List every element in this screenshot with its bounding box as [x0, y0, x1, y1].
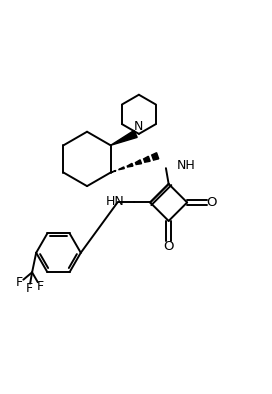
Polygon shape — [127, 164, 133, 167]
Polygon shape — [152, 153, 159, 160]
Text: F: F — [26, 282, 33, 295]
Text: HN: HN — [106, 195, 125, 208]
Text: F: F — [37, 280, 44, 293]
Text: N: N — [133, 119, 143, 132]
Text: O: O — [206, 196, 217, 209]
Text: NH: NH — [176, 160, 195, 173]
Polygon shape — [111, 171, 116, 173]
Polygon shape — [135, 160, 141, 165]
Polygon shape — [144, 156, 150, 162]
Text: F: F — [16, 276, 23, 289]
Text: O: O — [163, 240, 174, 253]
Polygon shape — [119, 167, 124, 170]
Polygon shape — [111, 130, 137, 145]
